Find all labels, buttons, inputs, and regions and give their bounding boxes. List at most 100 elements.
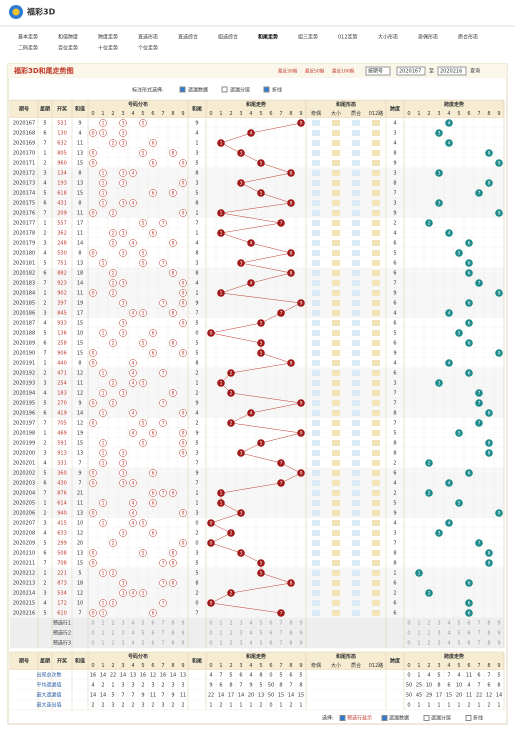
prerow-digit[interactable]: 0 <box>209 641 212 647</box>
prerow-digit[interactable]: 8 <box>289 641 292 647</box>
prerow-digit[interactable]: 6 <box>467 631 470 637</box>
prerow-digit[interactable]: 9 <box>299 631 302 637</box>
input-box[interactable] <box>396 66 426 76</box>
prerow-digit[interactable]: 5 <box>259 621 262 627</box>
nav-tab[interactable]: 012走势 <box>338 34 358 41</box>
footer-option[interactable]: 预选行显示 <box>347 715 372 722</box>
prerow-digit[interactable]: 1 <box>101 621 104 627</box>
nav-tab[interactable]: 和值跨度 <box>58 34 78 41</box>
nav-tab[interactable]: 奇偶形态 <box>418 34 438 41</box>
prerow-digit[interactable]: 8 <box>487 621 490 627</box>
prerow-digit[interactable]: 7 <box>477 631 480 637</box>
checkbox[interactable] <box>465 715 472 721</box>
recent-link[interactable]: 最近30期 <box>278 68 298 75</box>
prerow-digit[interactable]: 2 <box>111 631 114 637</box>
recent-link[interactable]: 最近100期 <box>332 68 355 75</box>
prerow-digit[interactable]: 0 <box>407 641 410 647</box>
prerow-digit[interactable]: 5 <box>141 621 144 627</box>
prerow-digit[interactable]: 3 <box>437 631 440 637</box>
prerow-digit[interactable]: 7 <box>477 621 480 627</box>
input-from[interactable]: 2020167 <box>399 69 421 75</box>
prerow-digit[interactable]: 6 <box>151 621 154 627</box>
prerow-digit[interactable]: 4 <box>447 641 450 647</box>
prerow-digit[interactable]: 9 <box>497 631 500 637</box>
select-box[interactable] <box>365 66 391 76</box>
input-to[interactable]: 2020216 <box>440 69 462 75</box>
prerow-digit[interactable]: 6 <box>269 621 272 627</box>
nav-tab[interactable]: 百位走势 <box>58 45 78 52</box>
prerow-digit[interactable]: 0 <box>209 631 212 637</box>
prerow-digit[interactable]: 7 <box>279 621 282 627</box>
prerow-digit[interactable]: 4 <box>131 641 134 647</box>
prerow-digit[interactable]: 3 <box>437 641 440 647</box>
prerow-digit[interactable]: 4 <box>249 621 252 627</box>
prerow-digit[interactable]: 2 <box>229 621 232 627</box>
prerow-digit[interactable]: 1 <box>219 631 222 637</box>
prerow-digit[interactable]: 9 <box>497 641 500 647</box>
nav-tab[interactable]: 和尾走势 <box>257 34 278 41</box>
prerow-digit[interactable]: 0 <box>209 621 212 627</box>
prerow-digit[interactable]: 5 <box>259 641 262 647</box>
prerow-digit[interactable]: 0 <box>407 621 410 627</box>
prerow-digit[interactable]: 7 <box>161 631 164 637</box>
prerow-digit[interactable]: 4 <box>447 621 450 627</box>
prerow-digit[interactable]: 4 <box>131 631 134 637</box>
option-label[interactable]: 遗漏数据 <box>188 87 208 94</box>
checkbox[interactable] <box>179 86 186 93</box>
prerow-digit[interactable]: 7 <box>161 641 164 647</box>
prerow-digit[interactable]: 8 <box>487 641 490 647</box>
nav-tab[interactable]: 十位走势 <box>98 45 118 52</box>
prerow-digit[interactable]: 7 <box>161 621 164 627</box>
checkbox[interactable] <box>423 715 430 721</box>
select-text[interactable]: 按期号 <box>368 68 383 75</box>
prerow-digit[interactable]: 6 <box>269 641 272 647</box>
nav-tab[interactable]: 大小形态 <box>378 34 398 41</box>
nav-tab[interactable]: 组选综合 <box>218 34 238 41</box>
footer-option[interactable]: 遗漏分层 <box>431 715 451 722</box>
prerow-digit[interactable]: 4 <box>447 631 450 637</box>
prerow-digit[interactable]: 7 <box>477 641 480 647</box>
checkbox[interactable] <box>339 715 346 721</box>
prerow-digit[interactable]: 0 <box>91 621 94 627</box>
prerow-digit[interactable]: 9 <box>181 631 184 637</box>
prerow-digit[interactable]: 0 <box>91 631 94 637</box>
prerow-digit[interactable]: 3 <box>121 631 124 637</box>
prerow-digit[interactable]: 1 <box>417 641 420 647</box>
checkbox[interactable] <box>381 715 388 721</box>
option-label[interactable]: 折线 <box>272 87 282 94</box>
prerow-digit[interactable]: 8 <box>289 621 292 627</box>
prerow-digit[interactable]: 2 <box>111 621 114 627</box>
prerow-digit[interactable]: 3 <box>239 631 242 637</box>
prerow-digit[interactable]: 9 <box>181 621 184 627</box>
prerow-digit[interactable]: 1 <box>101 641 104 647</box>
prerow-digit[interactable]: 3 <box>239 641 242 647</box>
nav-tab[interactable]: 组三走势 <box>298 34 318 41</box>
nav-tab[interactable]: 个位走势 <box>138 45 158 52</box>
prerow-digit[interactable]: 5 <box>457 631 460 637</box>
nav-tab[interactable]: 质合形态 <box>458 34 478 41</box>
checkbox[interactable] <box>263 86 270 93</box>
prerow-digit[interactable]: 1 <box>417 621 420 627</box>
prerow-digit[interactable]: 8 <box>171 621 174 627</box>
prerow-digit[interactable]: 5 <box>141 631 144 637</box>
input-box[interactable] <box>437 66 467 76</box>
footer-option[interactable]: 折线 <box>473 715 483 722</box>
prerow-digit[interactable]: 3 <box>239 621 242 627</box>
prerow-digit[interactable]: 6 <box>467 641 470 647</box>
prerow-digit[interactable]: 5 <box>457 621 460 627</box>
prerow-digit[interactable]: 6 <box>151 631 154 637</box>
prerow-digit[interactable]: 8 <box>487 631 490 637</box>
prerow-digit[interactable]: 0 <box>91 641 94 647</box>
prerow-digit[interactable]: 2 <box>427 621 430 627</box>
nav-tab[interactable]: 二码走势 <box>18 45 38 52</box>
nav-tab[interactable]: 直选综合 <box>178 34 198 41</box>
recent-link[interactable]: 最近50期 <box>305 68 325 75</box>
prerow-digit[interactable]: 2 <box>427 631 430 637</box>
prerow-digit[interactable]: 4 <box>249 631 252 637</box>
prerow-digit[interactable]: 6 <box>269 631 272 637</box>
prerow-digit[interactable]: 1 <box>219 641 222 647</box>
nav-tab[interactable]: 跨度走势 <box>98 34 118 41</box>
footer-option[interactable]: 遗漏数据 <box>389 715 409 722</box>
prerow-digit[interactable]: 7 <box>279 641 282 647</box>
nav-tab[interactable]: 基本走势 <box>18 34 38 41</box>
